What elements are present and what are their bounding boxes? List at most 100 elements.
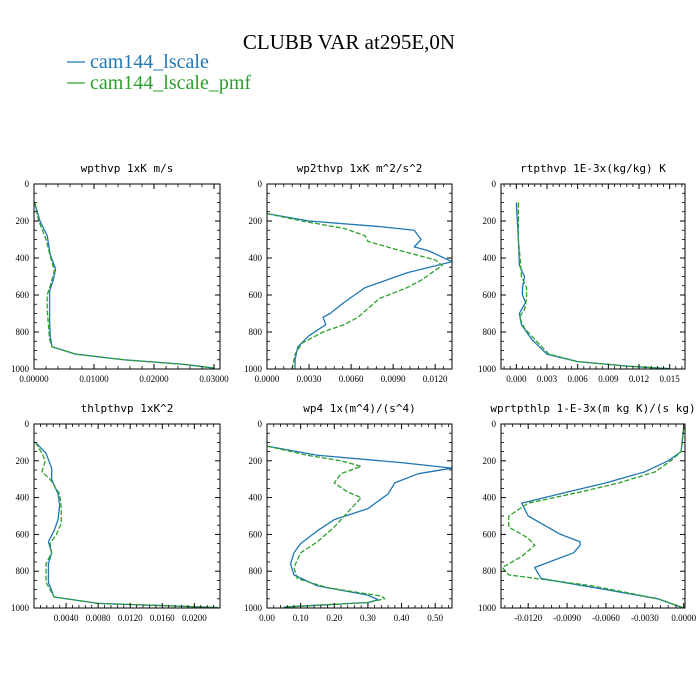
y-tick-label: 0 [492, 179, 497, 189]
x-tick-label: 0.40 [394, 613, 410, 623]
x-tick-label: 0.012 [629, 374, 649, 384]
y-tick-label: 200 [483, 456, 497, 466]
x-tick-label: 0.00000 [19, 374, 49, 384]
x-tick-label: 0.000 [506, 374, 527, 384]
x-tick-label: 0.0030 [297, 374, 322, 384]
x-tick-label: 0.02000 [139, 374, 169, 384]
x-tick-label: 0.30 [360, 613, 376, 623]
series-line-lscale-pmf [267, 212, 443, 369]
y-tick-label: 0 [25, 419, 30, 429]
x-tick-label: 0.0160 [150, 613, 175, 623]
panel-title: rtpthvp 1E-3x(kg/kg) K [520, 162, 666, 175]
y-tick-label: 200 [249, 456, 263, 466]
y-tick-label: 800 [16, 327, 30, 337]
chart-panel-4: thlpthvp 1xK^2 0 200 400 600 800 1000 0.0040 0.0… [11, 402, 221, 623]
series-group [35, 441, 219, 608]
y-tick-label: 600 [483, 290, 497, 300]
y-tick-label: 600 [483, 529, 497, 539]
series-line-lscale-pmf [501, 427, 685, 608]
figure-title: CLUBB VAR at295E,0N [243, 30, 455, 54]
x-tick-label: 0.00 [259, 613, 275, 623]
series-line-lscale-pmf [34, 202, 215, 369]
y-tick-label: 400 [16, 493, 30, 503]
y-tick-label: 600 [16, 290, 30, 300]
chart-panel-3: rtpthvp 1E-3x(kg/kg) K 0 200 400 600 800 1000 0… [478, 162, 686, 384]
x-tick-label: 0.03000 [199, 374, 229, 384]
y-tick-label: 200 [249, 216, 263, 226]
panel-title: wprtpthlp 1-E-3x(m kg K)/(s kg) [490, 402, 695, 415]
x-tick-label: 0.0040 [54, 613, 79, 623]
y-tick-label: 800 [249, 327, 263, 337]
y-tick-label: 400 [249, 493, 263, 503]
y-tick-label: 800 [16, 566, 30, 576]
legend: cam144_lscale cam144_lscale_pmf [67, 51, 251, 94]
y-tick-label: 400 [483, 253, 497, 263]
x-tick-label: 0.006 [568, 374, 589, 384]
y-tick-label: 600 [249, 529, 263, 539]
x-tick-label: -0.0060 [592, 613, 620, 623]
y-tick-label: 1000 [478, 603, 497, 613]
x-tick-label: 0.0120 [423, 374, 448, 384]
y-tick-label: 800 [249, 566, 263, 576]
x-tick-label: -0.0030 [631, 613, 659, 623]
x-tick-label: 0.0200 [182, 613, 207, 623]
legend-label-lscale-pmf: cam144_lscale_pmf [90, 72, 251, 94]
series-group [34, 202, 215, 369]
x-tick-label: 0.0090 [381, 374, 406, 384]
x-tick-label: -0.0120 [514, 613, 542, 623]
x-tick-label: 0.0000 [255, 374, 280, 384]
y-tick-label: 1000 [244, 364, 263, 374]
y-tick-label: 0 [25, 179, 30, 189]
chart-panel-2: wp2thvp 1xK m^2/s^2020040060080010000.00… [244, 162, 453, 384]
y-tick-label: 200 [16, 456, 30, 466]
x-tick-label: 0.01000 [79, 374, 109, 384]
series-line-lscale [267, 445, 452, 608]
series-group [267, 212, 452, 369]
series-line-lscale-pmf [35, 442, 219, 608]
panel-title: thlpthvp 1xK^2 [81, 402, 174, 415]
panel-title: wp2thvp 1xK m^2/s^2 [297, 162, 423, 175]
y-tick-label: 200 [16, 216, 30, 226]
x-tick-label: 0.0060 [339, 374, 364, 384]
legend-label-lscale: cam144_lscale [90, 51, 209, 73]
y-tick-label: 600 [16, 529, 30, 539]
panel-title: wpthvp 1xK m/s [81, 162, 174, 175]
series-group [501, 427, 685, 608]
y-tick-label: 0 [258, 419, 263, 429]
y-tick-label: 600 [249, 290, 263, 300]
y-tick-label: 1000 [11, 603, 30, 613]
x-tick-label: -0.0090 [553, 613, 581, 623]
y-tick-label: 400 [16, 253, 30, 263]
y-tick-label: 800 [483, 327, 497, 337]
series-line-lscale-pmf [267, 445, 386, 608]
x-tick-label: 0.0080 [86, 613, 111, 623]
y-tick-label: 0 [492, 419, 497, 429]
series-line-lscale-pmf [517, 202, 670, 369]
series-line-lscale [267, 212, 452, 369]
y-tick-label: 1000 [244, 603, 263, 613]
x-tick-label: 0.009 [598, 374, 619, 384]
y-tick-label: 1000 [478, 364, 497, 374]
x-tick-label: 0.0120 [118, 613, 143, 623]
y-tick-label: 400 [483, 493, 497, 503]
x-tick-label: 0.015 [660, 374, 681, 384]
y-tick-label: 200 [483, 216, 497, 226]
x-tick-label: 0.0000 [671, 613, 696, 623]
x-tick-label: 0.10 [293, 613, 309, 623]
y-tick-label: 0 [258, 179, 263, 189]
x-tick-label: 0.50 [427, 613, 443, 623]
y-tick-label: 1000 [11, 364, 30, 374]
x-tick-label: 0.003 [537, 374, 558, 384]
series-group [515, 202, 670, 369]
x-tick-label: 0.20 [326, 613, 342, 623]
panel-title: wp4 1x(m^4)/(s^4) [303, 402, 416, 415]
series-group [267, 445, 452, 608]
y-tick-label: 400 [249, 253, 263, 263]
chart-panel-6: wprtpthlp 1-E-3x(m kg K)/(s kg) 0 200 400 60… [478, 402, 697, 623]
y-tick-label: 800 [483, 566, 497, 576]
